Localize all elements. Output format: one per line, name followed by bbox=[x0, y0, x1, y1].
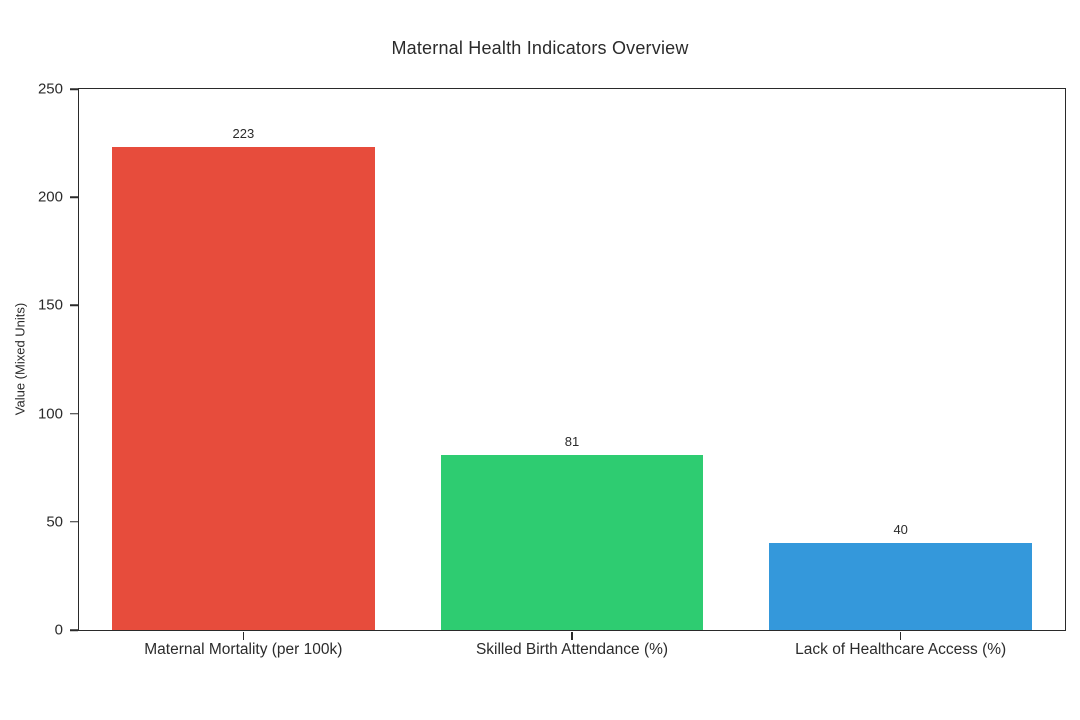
bar-1 bbox=[111, 147, 375, 630]
y-tick-label: 150 bbox=[37, 296, 63, 314]
bar-slot: 40 Lack of Healthcare Access (%) bbox=[736, 89, 1065, 658]
bar-value-label: 40 bbox=[893, 522, 908, 538]
y-tick-label: 250 bbox=[37, 80, 63, 98]
chart-title: Maternal Health Indicators Overview bbox=[391, 38, 689, 58]
bar-value-label: 223 bbox=[232, 126, 255, 142]
y-tick-label: 50 bbox=[46, 513, 63, 531]
y-tick-mark bbox=[69, 629, 78, 631]
bar-slot: 81 Skilled Birth Attendance (%) bbox=[408, 89, 737, 658]
y-tick-label: 200 bbox=[37, 188, 63, 206]
y-tick-label: 100 bbox=[37, 405, 63, 423]
bar-value-label: 81 bbox=[564, 433, 580, 449]
x-tick-label: Skilled Birth Attendance (%) bbox=[475, 641, 669, 658]
x-tick-mark bbox=[899, 631, 902, 640]
x-tick-label: Lack of Healthcare Access (%) bbox=[795, 641, 1007, 658]
y-tick-mark bbox=[69, 412, 78, 415]
y-tick-mark bbox=[69, 88, 78, 90]
bar-2 bbox=[440, 454, 704, 630]
y-tick-mark bbox=[69, 196, 78, 198]
x-tick-mark bbox=[571, 631, 573, 640]
bar-3 bbox=[769, 543, 1033, 630]
y-tick-mark bbox=[69, 304, 78, 307]
plot-area: 0 50 100 150 200 250 223 Maternal Mortality (pe… bbox=[38, 81, 1066, 658]
x-tick-label: Maternal Mortality (per 100k) bbox=[144, 641, 343, 658]
y-tick-mark bbox=[69, 521, 78, 523]
y-tick-label: 0 bbox=[54, 621, 63, 639]
x-tick-mark bbox=[242, 631, 245, 640]
bar-slot: 223 Maternal Mortality (per 100k) bbox=[79, 89, 408, 658]
